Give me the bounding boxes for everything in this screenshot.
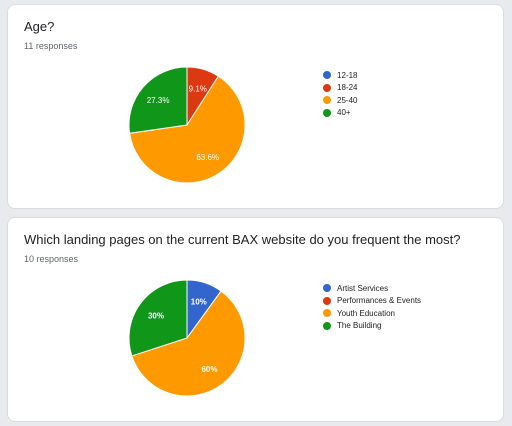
pie-chart: 10% 60% 30% [128,279,246,397]
legend-label: 40+ [337,108,351,118]
question-card-landing-pages: Which landing pages on the current BAX w… [7,217,504,422]
legend-item: 12-18 [323,69,357,82]
pie-slice-40- [128,66,188,134]
legend-item: The Building [323,320,421,333]
legend-item: 40+ [323,107,357,120]
legend-label: 12-18 [337,70,358,80]
legend-swatch [323,71,331,80]
chart-legend: Artist Services Performances & Events Yo… [323,282,421,332]
response-count: 10 responses [24,254,79,264]
slice-label: 10% [191,298,207,307]
legend-swatch [323,321,331,330]
pie-slice-youth-education [131,290,246,397]
legend-label: 25-40 [337,95,358,105]
legend-label: 18-24 [337,83,358,93]
slice-label: 60% [201,365,217,374]
pie-slice-the-building [128,279,188,357]
question-title: Age? [24,19,55,34]
legend-swatch [323,284,331,293]
legend-swatch [323,296,331,305]
legend-item: Youth Education [323,307,421,320]
legend-label: Artist Services [337,283,389,293]
pie-slice-25-40 [129,75,246,184]
legend-item: 18-24 [323,82,357,95]
legend-swatch [323,96,331,105]
slice-label: 9.1% [189,84,207,93]
legend-item: Artist Services [323,282,421,295]
legend-item: 25-40 [323,94,357,107]
legend-label: Performances & Events [337,296,422,306]
legend-swatch [323,309,331,318]
legend-label: The Building [337,321,382,331]
question-card-age: Age? 11 responses 9.1% 63.6% 27.3% 12-18 1… [7,4,504,209]
slice-label: 63.6% [196,153,219,162]
legend-item: Performances & Events [323,295,421,308]
legend-swatch [323,83,331,92]
legend-label: Youth Education [337,308,395,318]
chart-legend: 12-18 18-24 25-40 40+ [323,69,357,119]
pie-chart: 9.1% 63.6% 27.3% [128,66,246,184]
legend-swatch [323,108,331,117]
question-title: Which landing pages on the current BAX w… [24,232,461,247]
slice-label: 30% [148,312,164,321]
slice-label: 27.3% [147,96,170,105]
response-count: 11 responses [24,41,78,51]
